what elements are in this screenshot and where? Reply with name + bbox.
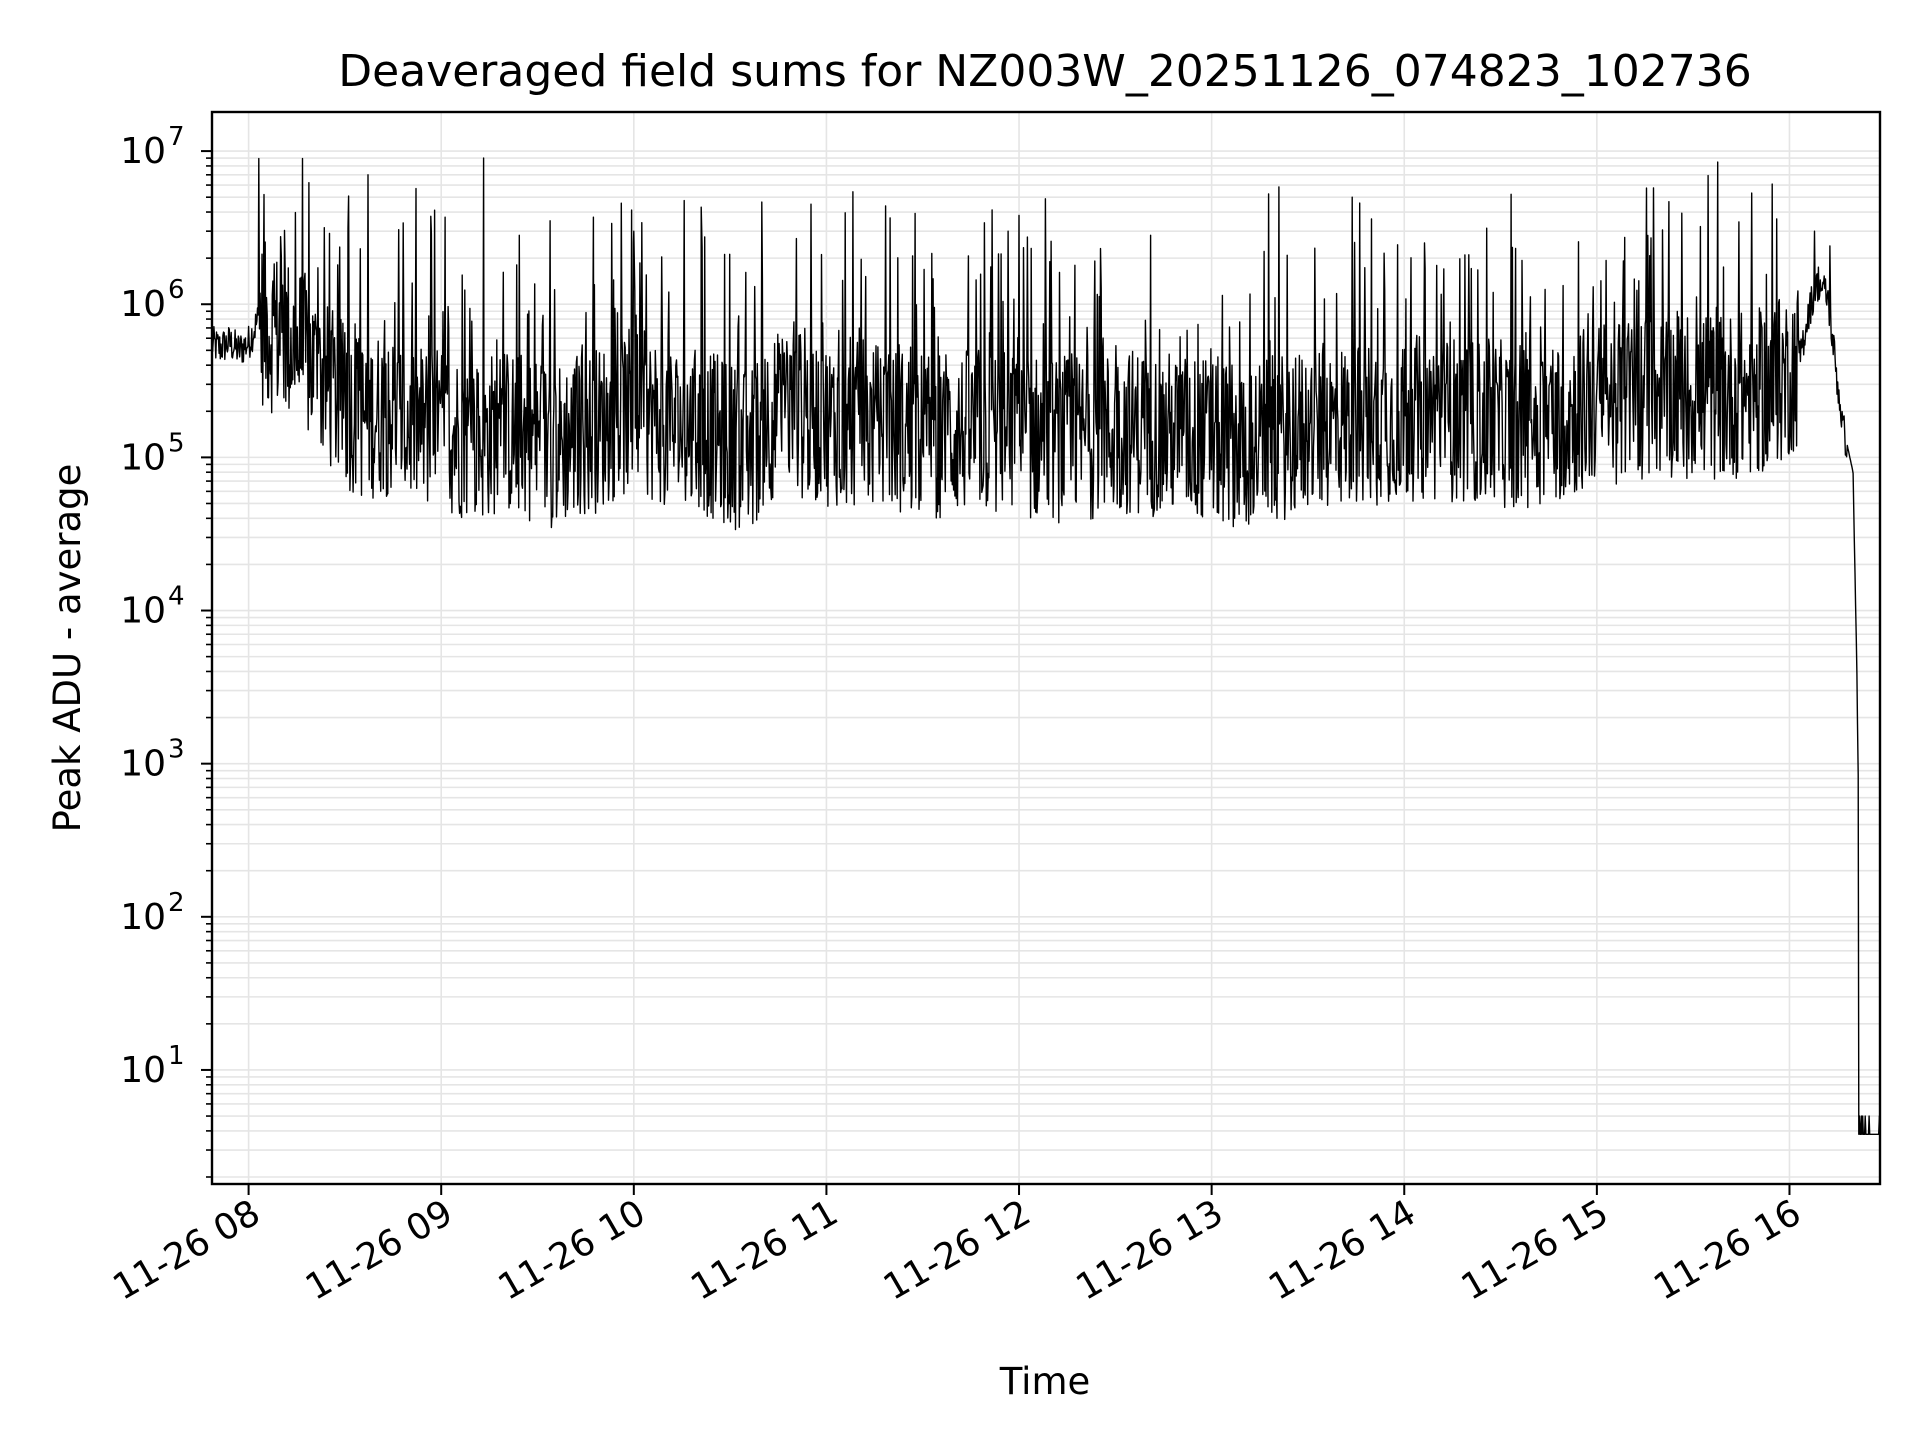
- y-tick-exponent: 1: [168, 1041, 185, 1071]
- y-tick-exponent: 7: [168, 122, 185, 152]
- x-axis-label: Time: [999, 1360, 1091, 1403]
- chart-title: Deaveraged field sums for NZ003W_2025112…: [338, 46, 1751, 97]
- y-axis-label: Peak ADU - average: [46, 464, 89, 833]
- y-tick-label: 10: [120, 591, 166, 632]
- series-line: [212, 157, 1880, 1135]
- plot-frame: [210, 110, 1882, 1186]
- y-tick-exponent: 5: [168, 428, 185, 458]
- y-tick-exponent: 2: [168, 888, 185, 918]
- data-series: [212, 157, 1880, 1135]
- y-tick-label: 10: [120, 1050, 166, 1091]
- y-tick-exponent: 4: [168, 582, 185, 612]
- y-tick-exponent: 6: [168, 275, 185, 305]
- y-tick-exponent: 3: [168, 735, 185, 765]
- y-tick-label: 10: [120, 437, 166, 478]
- y-tick-label: 10: [120, 897, 166, 938]
- y-tick-label: 10: [120, 284, 166, 325]
- y-tick-label: 10: [120, 131, 166, 172]
- y-tick-label: 10: [120, 744, 166, 785]
